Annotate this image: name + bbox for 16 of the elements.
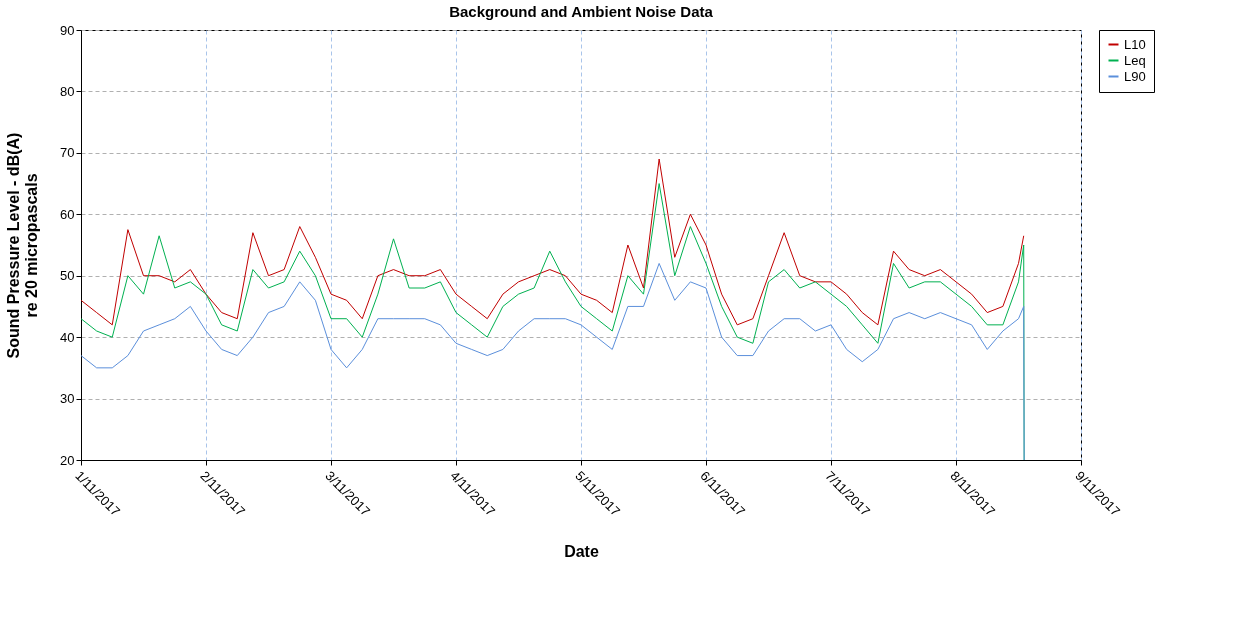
y-tick-label: 50: [60, 268, 75, 284]
y-axis-title: Sound Pressure Level - dB(A) re 20 micropascals: [5, 132, 41, 359]
y-tick-label: 30: [60, 391, 75, 407]
legend-label: Leq: [1124, 52, 1146, 68]
y-tick-label: 20: [60, 452, 75, 468]
y-tick-label: 60: [60, 206, 75, 222]
y-tick-label: 80: [60, 83, 75, 99]
x-axis-title: Date: [564, 542, 599, 560]
y-tick-label: 70: [60, 145, 75, 161]
chart-title: Background and Ambient Noise Data: [449, 3, 714, 20]
y-tick-label: 90: [60, 22, 75, 38]
y-tick-label: 40: [60, 329, 75, 345]
line-series: [80, 158, 1025, 326]
line-series: [80, 262, 1025, 461]
legend-label: L10: [1124, 36, 1146, 52]
legend-label: L90: [1124, 68, 1146, 84]
